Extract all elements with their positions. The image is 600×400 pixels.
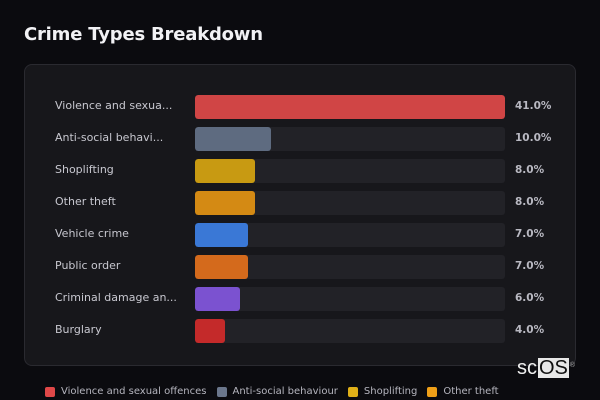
- legend-item[interactable]: Anti-social behaviour: [216, 386, 338, 397]
- legend-swatch-icon: [347, 386, 358, 397]
- bar-value: 6.0%: [515, 292, 545, 304]
- bar-value: 4.0%: [515, 324, 545, 336]
- logo-text-sc: sc: [517, 357, 537, 379]
- bar-value: 10.0%: [515, 132, 552, 144]
- scos-logo: sc OS ®: [517, 358, 575, 378]
- bar-row: Anti-social behavi... 10.0%: [25, 127, 575, 151]
- bar-label: Burglary: [55, 323, 102, 336]
- legend-swatch-icon: [45, 386, 55, 397]
- bar-label: Vehicle crime: [55, 227, 129, 240]
- bar-label: Criminal damage an...: [55, 291, 177, 304]
- bar-fill[interactable]: [195, 287, 241, 311]
- bar-track: [195, 159, 505, 183]
- legend-label: Other theft: [443, 386, 499, 397]
- bar-value: 8.0%: [515, 196, 545, 208]
- legend-label: Anti-social behaviour: [232, 386, 338, 397]
- bar-label: Shoplifting: [55, 163, 114, 176]
- bar-row: Public order 7.0%: [25, 255, 575, 279]
- bar-track: [195, 255, 505, 279]
- bar-track: [195, 223, 505, 247]
- bar-row: Burglary 4.0%: [25, 319, 575, 343]
- logo-text-os: OS: [538, 357, 569, 379]
- bar-row: Criminal damage an... 6.0%: [25, 287, 575, 311]
- bar-value: 8.0%: [515, 164, 545, 176]
- legend-swatch-icon: [216, 386, 227, 397]
- legend-label: Shoplifting: [363, 386, 418, 397]
- bar-fill[interactable]: [195, 223, 248, 247]
- chart-title: Crime Types Breakdown: [24, 24, 263, 45]
- legend-item[interactable]: Other theft: [427, 386, 499, 397]
- bar-label: Public order: [55, 259, 121, 272]
- bar-fill[interactable]: [195, 159, 256, 183]
- bar-fill[interactable]: [195, 255, 248, 279]
- legend-item[interactable]: Violence and sexual offences: [45, 386, 207, 397]
- bar-row: Other theft 8.0%: [25, 191, 575, 215]
- bar-value: 7.0%: [515, 260, 545, 272]
- chart-legend: Violence and sexual offences Anti-social …: [45, 386, 509, 397]
- bar-row: Shoplifting 8.0%: [25, 159, 575, 183]
- bar-fill[interactable]: [195, 127, 271, 151]
- legend-label: Violence and sexual offences: [61, 386, 207, 397]
- bar-row: Vehicle crime 7.0%: [25, 223, 575, 247]
- chart-card: Violence and sexua... 41.0% Anti-social be…: [24, 64, 576, 366]
- bar-value: 41.0%: [515, 100, 552, 112]
- bar-track: [195, 191, 505, 215]
- legend-swatch-icon: [427, 386, 438, 397]
- bar-fill[interactable]: [195, 95, 505, 119]
- bar-fill[interactable]: [195, 191, 256, 215]
- registered-mark-icon: ®: [569, 362, 576, 369]
- bar-label: Violence and sexua...: [55, 99, 173, 112]
- legend-item[interactable]: Shoplifting: [347, 386, 418, 397]
- bar-track: [195, 95, 505, 119]
- bar-track: [195, 287, 505, 311]
- bar-fill[interactable]: [195, 319, 226, 343]
- bar-row: Violence and sexua... 41.0%: [25, 95, 575, 119]
- bar-track: [195, 127, 505, 151]
- bar-label: Other theft: [55, 195, 116, 208]
- bar-value: 7.0%: [515, 228, 545, 240]
- bar-label: Anti-social behavi...: [55, 131, 164, 144]
- bar-track: [195, 319, 505, 343]
